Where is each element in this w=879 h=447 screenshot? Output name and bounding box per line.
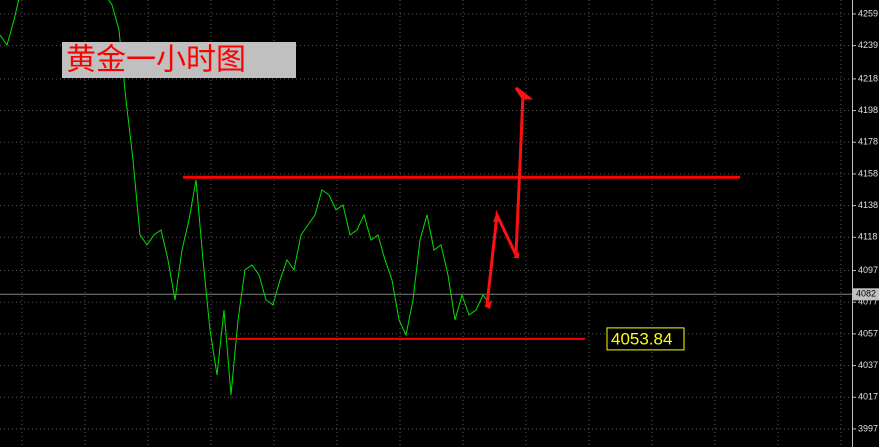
arrow-head (484, 300, 492, 309)
y-tick-label: 4138 (858, 200, 878, 210)
y-tick-label: 4077 (858, 297, 878, 307)
y-tick-label: 4198 (858, 105, 878, 115)
y-tick-label: 4057 (858, 328, 878, 338)
plot (0, 0, 852, 395)
title-box (62, 42, 296, 78)
price-line (0, 0, 491, 395)
y-tick-label: 4118 (858, 232, 877, 242)
forecast-arrow (485, 94, 525, 306)
y-tick-label: 4158 (858, 168, 878, 178)
current-price-label: 4082 (856, 289, 876, 299)
level-label: 4053.84 (611, 329, 672, 348)
grid (0, 0, 852, 447)
chart-title: 黄金一小时图 (66, 43, 246, 78)
y-tick-label: 4178 (858, 137, 878, 147)
arrow-head (514, 86, 534, 100)
current-price-box (853, 288, 879, 301)
y-tick-label: 4218 (858, 73, 878, 83)
y-tick-label: 4097 (858, 265, 878, 275)
y-tick-label: 3997 (858, 423, 878, 433)
y-tick-label: 4259 (858, 8, 878, 18)
level-label-box (606, 327, 685, 351)
y-tick-label: 4239 (858, 40, 878, 50)
y-tick-label: 4037 (858, 360, 878, 370)
arrow-head (513, 252, 519, 258)
arrow-head (493, 212, 502, 222)
y-tick-label: 4017 (858, 392, 878, 402)
